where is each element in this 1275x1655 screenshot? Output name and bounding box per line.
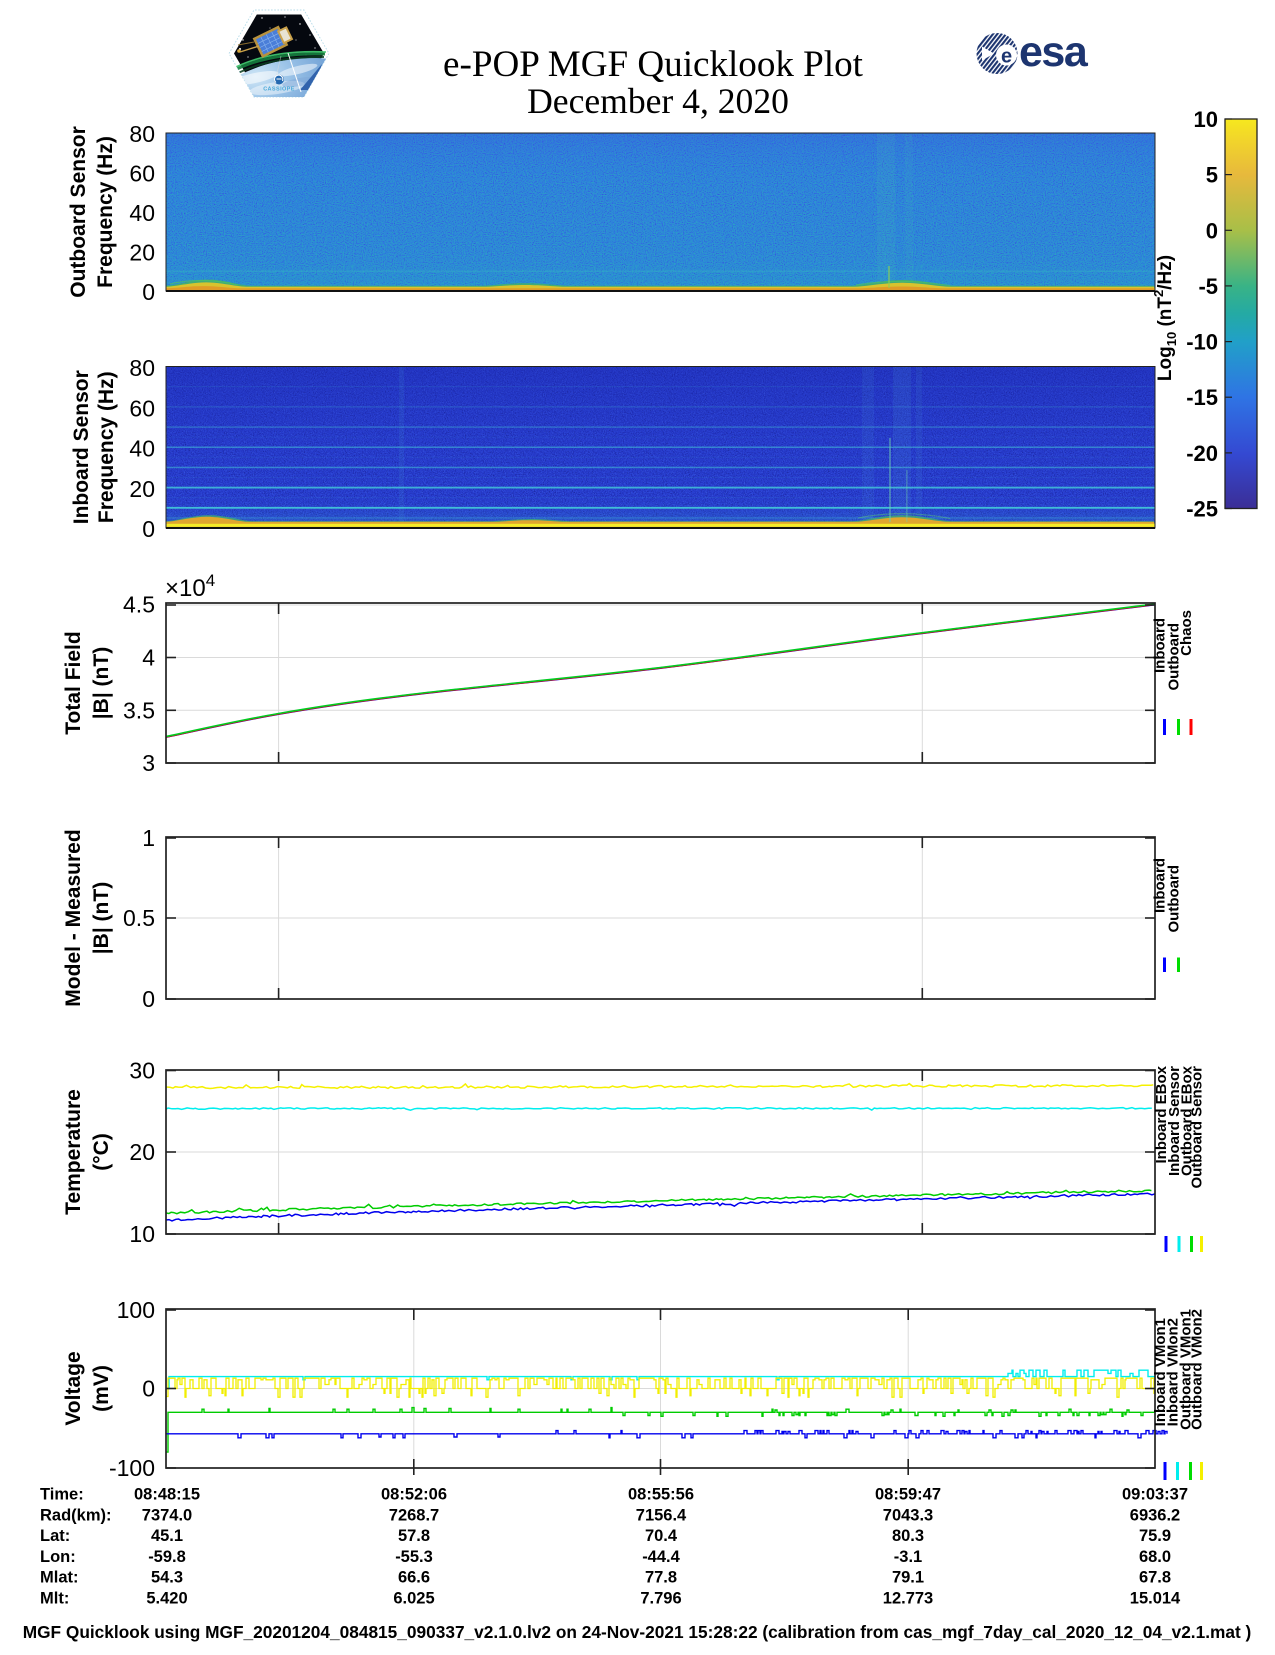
svg-text:40: 40	[129, 436, 155, 462]
svg-text:esa: esa	[1019, 28, 1089, 76]
svg-text:7156.4: 7156.4	[636, 1506, 687, 1524]
svg-text:Outboard VMon1: Outboard VMon1	[1178, 1309, 1195, 1430]
svg-text:6.025: 6.025	[393, 1590, 434, 1608]
svg-text:20: 20	[129, 1139, 155, 1165]
svg-text:Inboard VMon2: Inboard VMon2	[1165, 1318, 1182, 1426]
svg-text:0.5: 0.5	[123, 905, 155, 931]
svg-text:60: 60	[129, 395, 155, 421]
svg-text:08:52:06: 08:52:06	[381, 1486, 447, 1504]
svg-text:Lat:: Lat:	[40, 1527, 70, 1545]
svg-text:08:59:47: 08:59:47	[875, 1486, 941, 1504]
svg-text:70.4: 70.4	[645, 1527, 678, 1545]
svg-text:80: 80	[129, 121, 155, 147]
svg-text:0: 0	[142, 279, 155, 305]
svg-text:Mlt:: Mlt:	[40, 1590, 69, 1608]
svg-text:Temperature: Temperature	[62, 1089, 85, 1215]
svg-text:15.014: 15.014	[1130, 1590, 1181, 1608]
svg-text:-55.3: -55.3	[395, 1548, 433, 1566]
svg-text:77.8: 77.8	[645, 1569, 677, 1587]
svg-text:e: e	[1001, 46, 1012, 68]
svg-text:80: 80	[129, 355, 155, 381]
svg-text:75.9: 75.9	[1139, 1527, 1171, 1545]
svg-text:08:55:56: 08:55:56	[628, 1486, 694, 1504]
svg-text:20: 20	[129, 240, 155, 266]
svg-text:Voltage: Voltage	[62, 1351, 85, 1425]
svg-text:Model - Measured: Model - Measured	[62, 829, 85, 1006]
svg-text:7374.0: 7374.0	[142, 1506, 192, 1524]
svg-text:5.420: 5.420	[146, 1590, 187, 1608]
svg-text:6936.2: 6936.2	[1130, 1506, 1180, 1524]
svg-text:Inboard: Inboard	[1152, 618, 1169, 673]
svg-text:5: 5	[1206, 163, 1218, 188]
svg-text:Inboard Sensor: Inboard Sensor	[1166, 1066, 1183, 1176]
svg-text:Total Field: Total Field	[62, 631, 85, 734]
svg-text:66.6: 66.6	[398, 1569, 430, 1587]
svg-text:December 4, 2020: December 4, 2020	[527, 81, 789, 121]
svg-text:Lon:: Lon:	[40, 1548, 76, 1566]
svg-text:-44.4: -44.4	[642, 1548, 680, 1566]
svg-text:-10: -10	[1186, 330, 1218, 355]
svg-text:40: 40	[129, 200, 155, 226]
svg-text:Inboard VMon1: Inboard VMon1	[1152, 1318, 1169, 1426]
svg-text:68.0: 68.0	[1139, 1548, 1171, 1566]
svg-text:Time:: Time:	[40, 1486, 84, 1504]
svg-text:Outboard Sensor: Outboard Sensor	[67, 126, 90, 298]
svg-text:-5: -5	[1198, 274, 1218, 299]
svg-text:09:03:37: 09:03:37	[1122, 1486, 1188, 1504]
svg-text:7043.3: 7043.3	[883, 1506, 933, 1524]
svg-text:20: 20	[129, 476, 155, 502]
svg-text:Inboard Sensor: Inboard Sensor	[70, 370, 93, 524]
svg-text:1: 1	[142, 825, 155, 851]
svg-text:-59.8: -59.8	[148, 1548, 186, 1566]
svg-text:MGF Quicklook using MGF_202012: MGF Quicklook using MGF_20201204_084815_…	[23, 1622, 1252, 1642]
svg-text:3.5: 3.5	[123, 697, 155, 723]
svg-text:45.1: 45.1	[151, 1527, 183, 1545]
svg-text:(mV): (mV)	[90, 1365, 113, 1412]
svg-text:Outboard: Outboard	[1166, 623, 1183, 691]
svg-text:80.3: 80.3	[892, 1527, 924, 1545]
svg-text:4: 4	[142, 645, 155, 671]
svg-text:3: 3	[142, 750, 155, 776]
svg-text:Frequency (Hz): Frequency (Hz)	[94, 136, 117, 288]
svg-text:0: 0	[142, 986, 155, 1012]
svg-text:67.8: 67.8	[1139, 1569, 1171, 1587]
svg-text:-20: -20	[1186, 441, 1218, 466]
svg-text:10: 10	[1194, 107, 1218, 132]
svg-text:-25: -25	[1186, 497, 1218, 522]
svg-text:57.8: 57.8	[398, 1527, 430, 1545]
svg-text:|B| (nT): |B| (nT)	[90, 882, 113, 954]
svg-text:100: 100	[117, 1297, 155, 1323]
svg-text:Log10 (nT2/Hz): Log10 (nT2/Hz)	[1151, 255, 1179, 381]
svg-text:Rad(km):: Rad(km):	[40, 1506, 112, 1524]
svg-text:30: 30	[129, 1058, 155, 1084]
svg-text:|B| (nT): |B| (nT)	[90, 647, 113, 719]
svg-text:60: 60	[129, 161, 155, 187]
svg-text:79.1: 79.1	[892, 1569, 924, 1587]
svg-text:0: 0	[142, 516, 155, 542]
svg-text:(°C): (°C)	[90, 1133, 113, 1171]
svg-text:0: 0	[1206, 218, 1218, 243]
svg-text:Frequency (Hz): Frequency (Hz)	[95, 371, 118, 523]
svg-text:CASSIOPE: CASSIOPE	[263, 87, 295, 93]
svg-text:7268.7: 7268.7	[389, 1506, 439, 1524]
svg-text:54.3: 54.3	[151, 1569, 183, 1587]
svg-text:Chaos: Chaos	[1178, 610, 1195, 656]
svg-text:10: 10	[129, 1221, 155, 1247]
svg-text:4.5: 4.5	[123, 592, 155, 618]
svg-text:Inboard: Inboard	[1152, 858, 1169, 913]
svg-text:-100: -100	[109, 1455, 155, 1481]
svg-text:08:48:15: 08:48:15	[134, 1486, 200, 1504]
svg-text:-15: -15	[1186, 385, 1218, 410]
svg-text:Outboard: Outboard	[1166, 865, 1183, 933]
svg-text:Outboard EBox: Outboard EBox	[1179, 1065, 1196, 1176]
svg-text:0: 0	[142, 1376, 155, 1402]
svg-text:Mlat:: Mlat:	[40, 1569, 79, 1587]
svg-text:Outboard VMon2: Outboard VMon2	[1189, 1309, 1206, 1430]
svg-text:e-POP MGF Quicklook Plot: e-POP MGF Quicklook Plot	[443, 44, 864, 85]
svg-text:-3.1: -3.1	[894, 1548, 922, 1566]
svg-text:12.773: 12.773	[883, 1590, 933, 1608]
svg-text:7.796: 7.796	[640, 1590, 681, 1608]
svg-text:Outboard Sensor: Outboard Sensor	[1189, 1066, 1206, 1189]
svg-text:Inboard EBox: Inboard EBox	[1153, 1065, 1170, 1163]
